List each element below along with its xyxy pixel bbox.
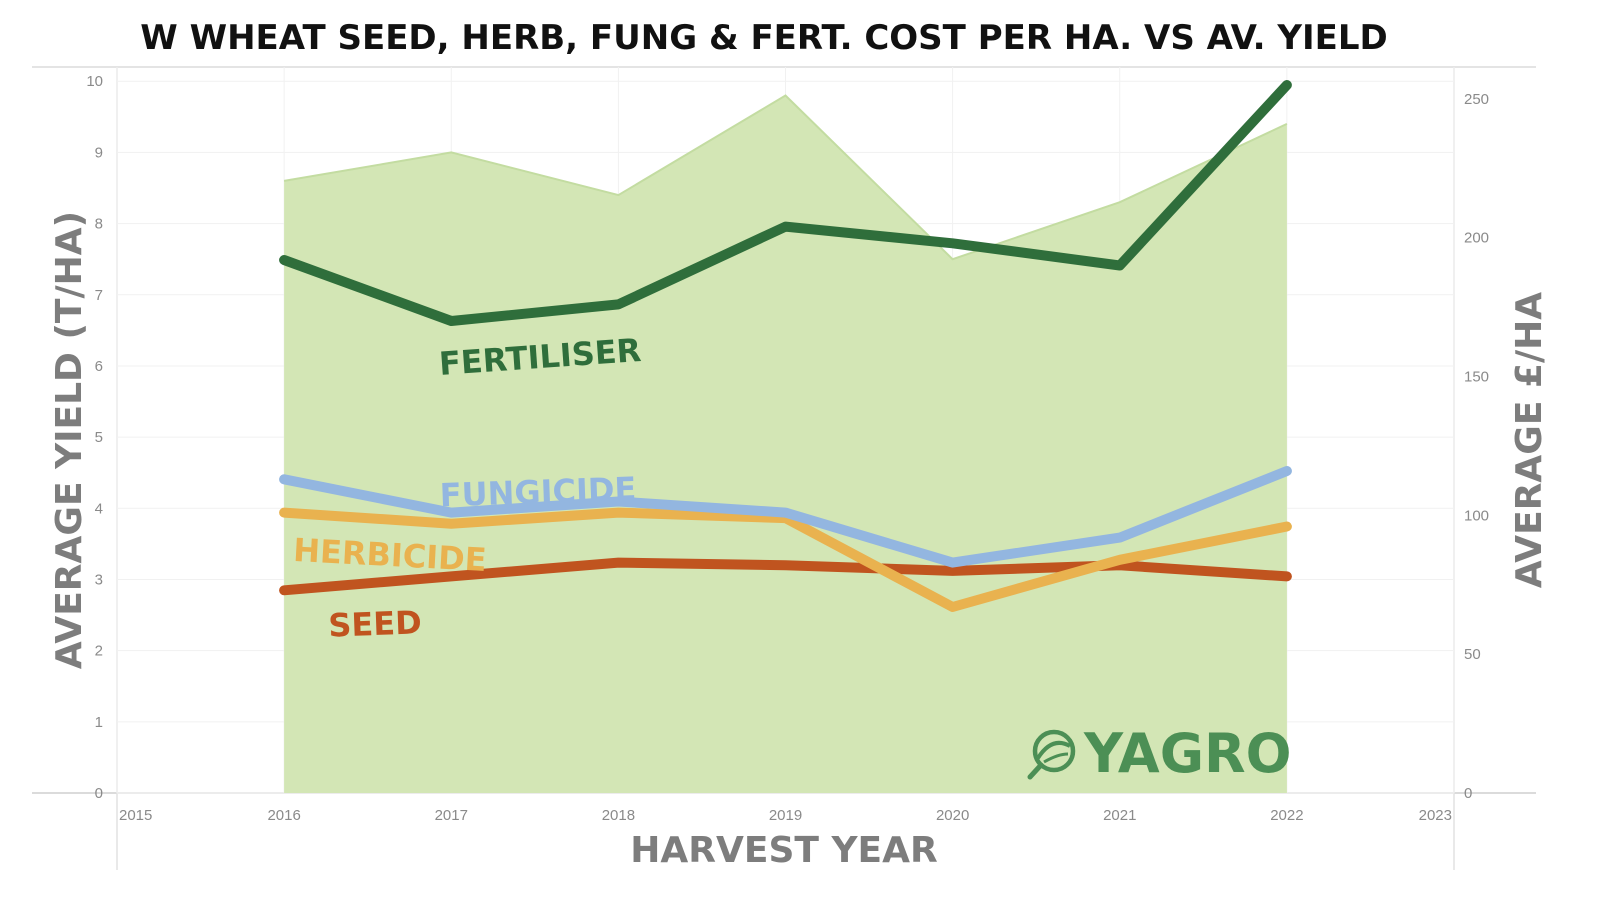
logo-text: YAGRO	[1083, 722, 1292, 785]
yagro-logo: YAGRO	[1027, 722, 1292, 785]
series-line-herbicide	[279, 507, 1292, 612]
right-tick-label-2: 100	[1464, 507, 1489, 524]
left-tick-label-3: 3	[95, 571, 103, 588]
left-tick-label-7: 7	[95, 287, 103, 304]
left-tick-label-1: 1	[95, 714, 103, 731]
left-axis-ticks: 0 1 2 3 4 5 6 7 8 9 10	[86, 73, 103, 802]
series-line-fertiliser	[279, 80, 1292, 326]
x-tick-label-8: 2023	[1419, 807, 1452, 824]
left-tick-label-6: 6	[95, 358, 103, 375]
leaf-magnifier-icon	[1027, 729, 1076, 780]
yield-area	[284, 95, 1287, 793]
left-tick-label-8: 8	[95, 216, 103, 233]
series-label-fungicide: FUNGICIDE	[439, 470, 637, 515]
left-tick-label-10: 10	[86, 73, 103, 90]
x-axis-ticks: 2015 2016 2017 2018 2019 2020 2021 2022 2023	[119, 807, 1452, 824]
right-tick-label-5: 250	[1464, 91, 1489, 108]
x-tick-label-5: 2020	[936, 807, 969, 824]
x-tick-label-0: 2015	[119, 807, 152, 824]
right-tick-label-1: 50	[1464, 646, 1481, 663]
right-axis-ticks: 0 50 100 150 200 250	[1464, 91, 1489, 802]
yield-area-layer	[283, 94, 1288, 793]
chart-title: W WHEAT SEED, HERB, FUNG & FERT. COST PE…	[140, 18, 1387, 58]
left-tick-label-9: 9	[95, 144, 103, 161]
x-tick-label-4: 2019	[769, 807, 802, 824]
left-tick-label-0: 0	[95, 785, 103, 802]
yield-area-edge	[283, 94, 1288, 261]
left-tick-label-4: 4	[95, 500, 103, 517]
x-axis-title: HARVEST YEAR	[630, 830, 937, 871]
right-tick-label-0: 0	[1464, 785, 1472, 802]
series-line-fungicide	[279, 466, 1292, 568]
x-tick-label-2: 2017	[435, 807, 468, 824]
left-axis-title: AVERAGE YIELD (T/HA)	[49, 211, 90, 669]
x-tick-label-7: 2022	[1270, 807, 1303, 824]
left-tick-label-2: 2	[95, 643, 103, 660]
series-line-seed	[279, 557, 1292, 596]
right-tick-label-3: 150	[1464, 369, 1489, 386]
right-tick-label-4: 200	[1464, 230, 1489, 247]
left-tick-label-5: 5	[95, 429, 103, 446]
series-label-seed: SEED	[328, 603, 423, 644]
x-tick-label-6: 2021	[1103, 807, 1136, 824]
cost-lines-layer	[279, 80, 1292, 612]
x-tick-label-3: 2018	[602, 807, 635, 824]
right-axis-title: AVERAGE £/HA	[1509, 292, 1550, 588]
x-tick-label-1: 2016	[267, 807, 300, 824]
